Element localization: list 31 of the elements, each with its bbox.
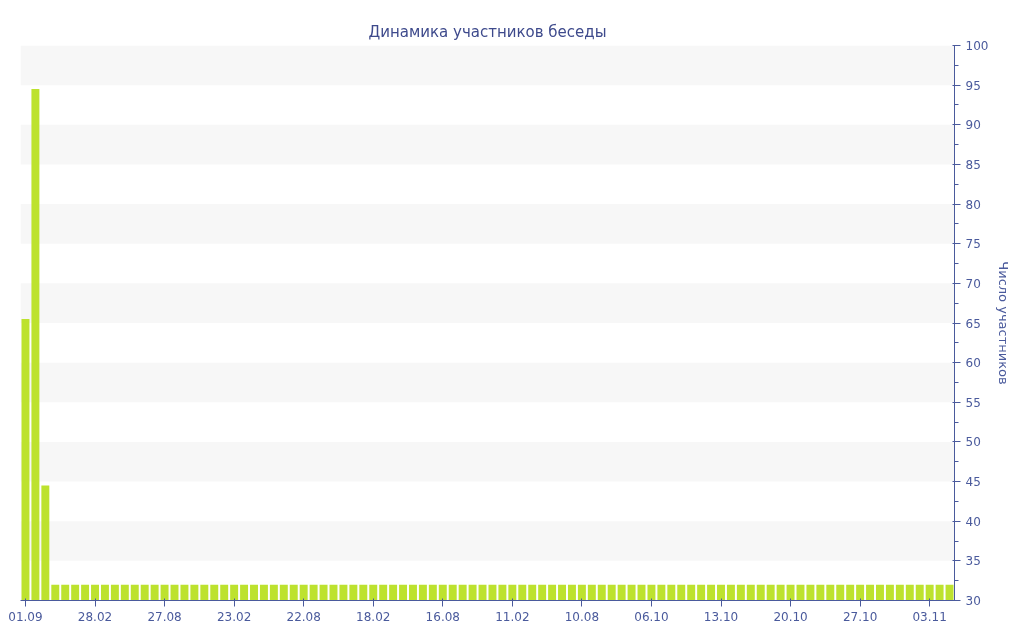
x-tick-label: 18.02 bbox=[356, 609, 391, 624]
y-tick-label: 100 bbox=[965, 39, 989, 53]
x-tick-label: 01.09 bbox=[8, 609, 43, 624]
y-tick-label: 30 bbox=[965, 594, 981, 608]
y-tick-label: 40 bbox=[965, 514, 981, 529]
x-tick-label: 10.08 bbox=[564, 609, 600, 624]
x-tick-label: 27.08 bbox=[147, 609, 182, 624]
y-tick-label: 85 bbox=[965, 157, 981, 172]
x-tick-label: 22.08 bbox=[286, 609, 321, 624]
x-tick-label: 23.02 bbox=[216, 609, 252, 624]
y-tick-label: 95 bbox=[965, 78, 981, 93]
x-tick-label: 03.11 bbox=[912, 609, 947, 624]
x-tick-label: 28.02 bbox=[77, 609, 113, 624]
y-tick-label: 65 bbox=[965, 316, 981, 331]
y-tick-label: 90 bbox=[965, 118, 981, 133]
y-tick-label: 75 bbox=[965, 237, 981, 252]
y-tick-label: 45 bbox=[965, 475, 981, 490]
x-tick-label: 20.10 bbox=[773, 609, 808, 624]
y-tick-label: 50 bbox=[965, 435, 981, 450]
x-tick-label: 27.10 bbox=[842, 609, 878, 624]
y-tick-label: 80 bbox=[965, 197, 981, 212]
x-tick-label: 11.02 bbox=[495, 609, 530, 624]
chart-title: Динамика участников беседы bbox=[368, 22, 607, 41]
x-tick-label: 06.10 bbox=[634, 609, 669, 624]
x-tick-label: 16.08 bbox=[425, 609, 460, 624]
x-tick-label: 13.10 bbox=[703, 609, 739, 624]
y-axis-title: Число участников bbox=[996, 261, 1012, 385]
y-tick-label: 70 bbox=[965, 276, 981, 291]
y-tick-label: 55 bbox=[965, 395, 981, 410]
y-tick-label: 35 bbox=[965, 554, 981, 569]
y-tick-label: 60 bbox=[965, 356, 981, 371]
